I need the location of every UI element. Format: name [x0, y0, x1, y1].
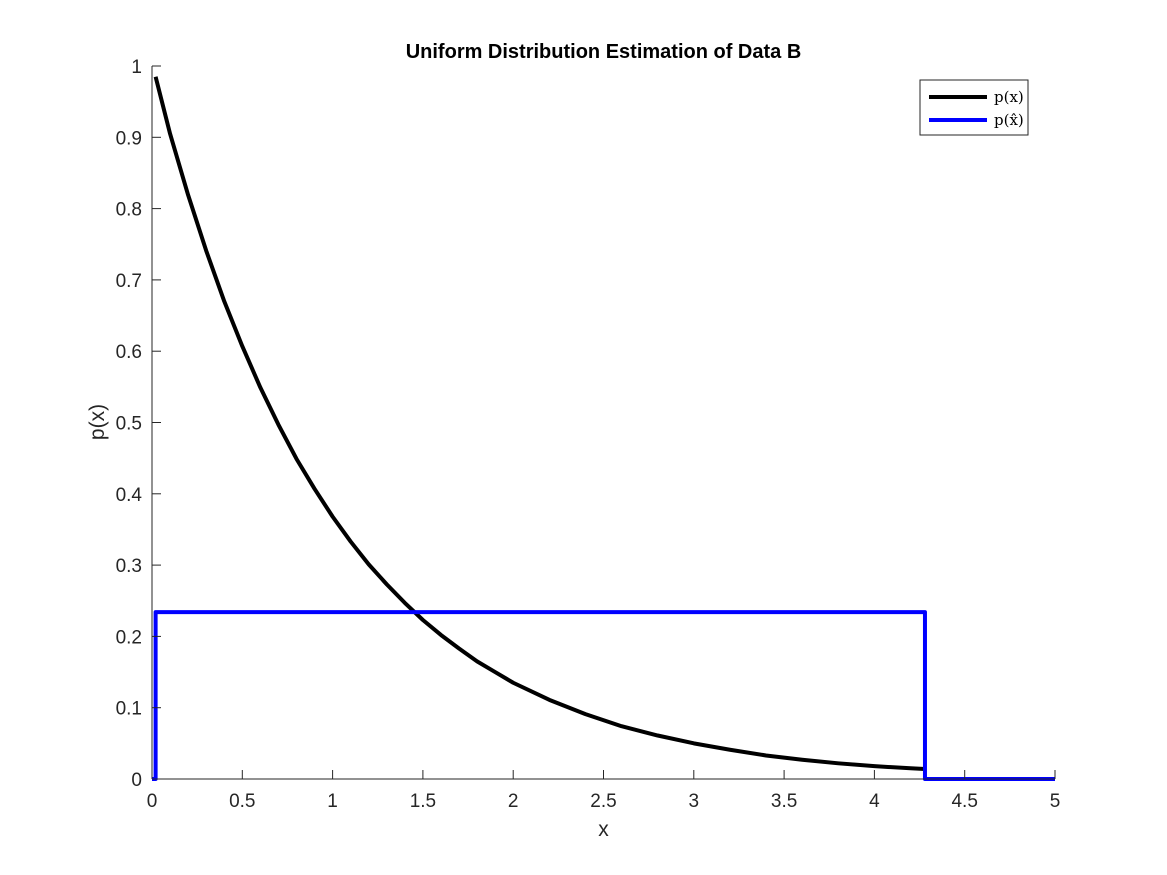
x-tick-label: 0	[147, 791, 158, 812]
y-tick-label: 0.9	[116, 128, 142, 149]
chart-title: Uniform Distribution Estimation of Data …	[406, 41, 802, 63]
y-tick-label: 0.7	[116, 271, 142, 292]
y-ticks: 0 0.1 0.2 0.3 0.4 0.5 0.6 0.7 0.8 0.9 1	[116, 57, 161, 791]
y-tick-label: 0.8	[116, 200, 142, 221]
y-tick-label: 0.6	[116, 342, 142, 363]
x-ticks: 0 0.5 1 1.5 2 2.5 3 3.5 4 4.5 5	[147, 770, 1061, 812]
legend-label-p-xhat: p(x̂)	[994, 111, 1024, 129]
y-tick-label: 0.2	[116, 627, 142, 648]
y-tick-label: 0.5	[116, 414, 142, 435]
legend: p(x) p(x̂)	[919, 79, 1029, 136]
y-tick-label: 1	[131, 57, 142, 78]
series-line-p-x	[153, 76, 926, 772]
legend-box	[919, 79, 1029, 136]
x-tick-label: 5	[1050, 791, 1061, 812]
plot-background	[152, 66, 1055, 779]
x-tick-label: 1	[327, 791, 338, 812]
y-tick-label: 0.3	[116, 556, 142, 577]
x-axis-label: x	[598, 818, 609, 841]
y-tick-label: 0	[131, 770, 142, 791]
x-tick-label: 4.5	[951, 791, 977, 812]
x-tick-label: 3	[689, 791, 700, 812]
x-tick-label: 4	[869, 791, 880, 812]
x-tick-label: 0.5	[229, 791, 255, 812]
x-tick-label: 1.5	[410, 791, 436, 812]
y-axis-label: p(x)	[86, 404, 109, 440]
x-tick-label: 3.5	[771, 791, 797, 812]
y-tick-label: 0.4	[116, 485, 143, 506]
y-tick-label: 0.1	[116, 699, 142, 720]
x-tick-label: 2.5	[590, 791, 616, 812]
legend-label-p-x: p(x)	[994, 88, 1024, 106]
x-tick-label: 2	[508, 791, 519, 812]
